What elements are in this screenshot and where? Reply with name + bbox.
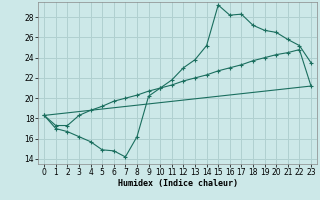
X-axis label: Humidex (Indice chaleur): Humidex (Indice chaleur): [118, 179, 238, 188]
